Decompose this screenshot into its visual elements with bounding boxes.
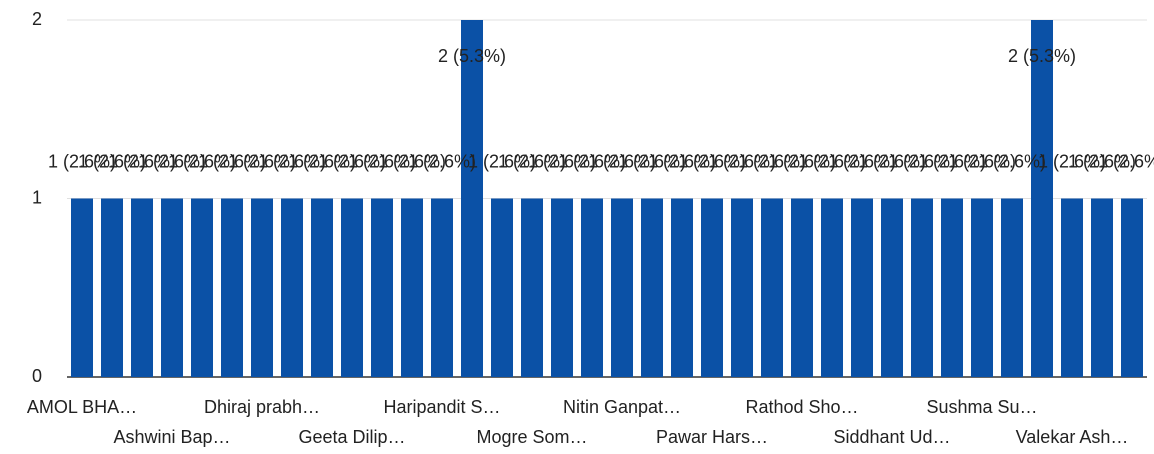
value-label: 1 (2.6%) — [318, 151, 386, 171]
value-label: 1 (2.6%) — [948, 151, 1016, 171]
value-label: 1 (2.6%) — [378, 151, 446, 171]
value-label: 1 (2.6%) — [828, 151, 896, 171]
y-tick-label: 0 — [32, 366, 42, 386]
x-tick-label: Haripandit S… — [383, 397, 500, 417]
value-label: 1 (2.6%) — [588, 151, 656, 171]
value-label: 1 (2.6%) — [198, 151, 266, 171]
bar — [251, 198, 273, 377]
bar — [761, 198, 783, 377]
bar — [281, 198, 303, 377]
x-tick-label: Sushma Su… — [926, 397, 1037, 417]
value-label: 1 (2.6%) — [798, 151, 866, 171]
value-label: 1 (2.6%) — [1038, 151, 1106, 171]
bar — [941, 198, 963, 377]
bar — [131, 198, 153, 377]
x-tick-label: Geeta Dilip… — [298, 427, 405, 447]
bar — [821, 198, 843, 377]
bar — [581, 198, 603, 377]
bar — [101, 198, 123, 377]
bar — [701, 198, 723, 377]
value-label: 2 (5.3%) — [438, 46, 506, 66]
value-label: 1 (2.6%) — [738, 151, 806, 171]
value-label: 1 (2.6%) — [978, 151, 1046, 171]
x-tick-label: Rathod Sho… — [745, 397, 858, 417]
value-label: 1 (2.6%) — [348, 151, 416, 171]
bar — [1031, 20, 1053, 377]
bar — [671, 198, 693, 377]
value-label: 1 (2.6%) — [228, 151, 296, 171]
value-label: 1 (2.6%) — [618, 151, 686, 171]
value-label: 1 (2.6%) — [768, 151, 836, 171]
bar — [491, 198, 513, 377]
bar — [911, 198, 933, 377]
value-label: 1 (2.6%) — [498, 151, 566, 171]
x-tick-label: Siddhant Ud… — [833, 427, 950, 447]
y-tick-label: 2 — [32, 9, 42, 29]
bar — [641, 198, 663, 377]
bar — [851, 198, 873, 377]
x-tick-label: Valekar Ash… — [1016, 427, 1129, 447]
bar — [1061, 198, 1083, 377]
bar — [971, 198, 993, 377]
value-label: 1 (2.6%) — [78, 151, 146, 171]
value-label: 1 (2.6%) — [858, 151, 926, 171]
bar — [1091, 198, 1113, 377]
value-label: 1 (2.6%) — [468, 151, 536, 171]
value-label: 1 (2.6%) — [288, 151, 356, 171]
value-label: 1 (2.6%) — [918, 151, 986, 171]
bar — [611, 198, 633, 377]
bar — [1121, 198, 1143, 377]
value-label: 1 (2.6%) — [258, 151, 326, 171]
bar — [881, 198, 903, 377]
x-tick-label: Dhiraj prabh… — [204, 397, 320, 417]
bar — [311, 198, 333, 377]
x-tick-label: Pawar Hars… — [656, 427, 768, 447]
bar — [371, 198, 393, 377]
value-label: 1 (2.6%) — [708, 151, 776, 171]
bar — [401, 198, 423, 377]
y-tick-label: 1 — [32, 187, 42, 207]
bar — [1001, 198, 1023, 377]
bar — [71, 198, 93, 377]
bar — [731, 198, 753, 377]
x-tick-label: Mogre Som… — [476, 427, 587, 447]
bar — [551, 198, 573, 377]
x-tick-label: Ashwini Bap… — [113, 427, 230, 447]
value-label: 1 (2.6%) — [408, 151, 476, 171]
value-label: 1 (2.6%) — [528, 151, 596, 171]
value-label: 1 (2.6%) — [558, 151, 626, 171]
value-label: 1 (2.6%) — [168, 151, 236, 171]
bar — [221, 198, 243, 377]
bar — [461, 20, 483, 377]
bar — [431, 198, 453, 377]
value-label: 2 (5.3%) — [1008, 46, 1076, 66]
bar — [791, 198, 813, 377]
bar — [191, 198, 213, 377]
value-label: 1 (2.6%) — [888, 151, 956, 171]
value-label: 1 (2.6%) — [48, 151, 116, 171]
x-tick-label: AMOL BHA… — [27, 397, 137, 417]
value-label: 1 (2.6%) — [108, 151, 176, 171]
bar — [161, 198, 183, 377]
value-label: 1 (2.6%) — [1098, 151, 1154, 171]
value-label: 1 (2.6%) — [1068, 151, 1136, 171]
value-label: 1 (2.6%) — [138, 151, 206, 171]
bar — [521, 198, 543, 377]
value-label: 1 (2.6%) — [678, 151, 746, 171]
bar — [341, 198, 363, 377]
value-label: 1 (2.6%) — [648, 151, 716, 171]
x-tick-label: Nitin Ganpat… — [563, 397, 681, 417]
